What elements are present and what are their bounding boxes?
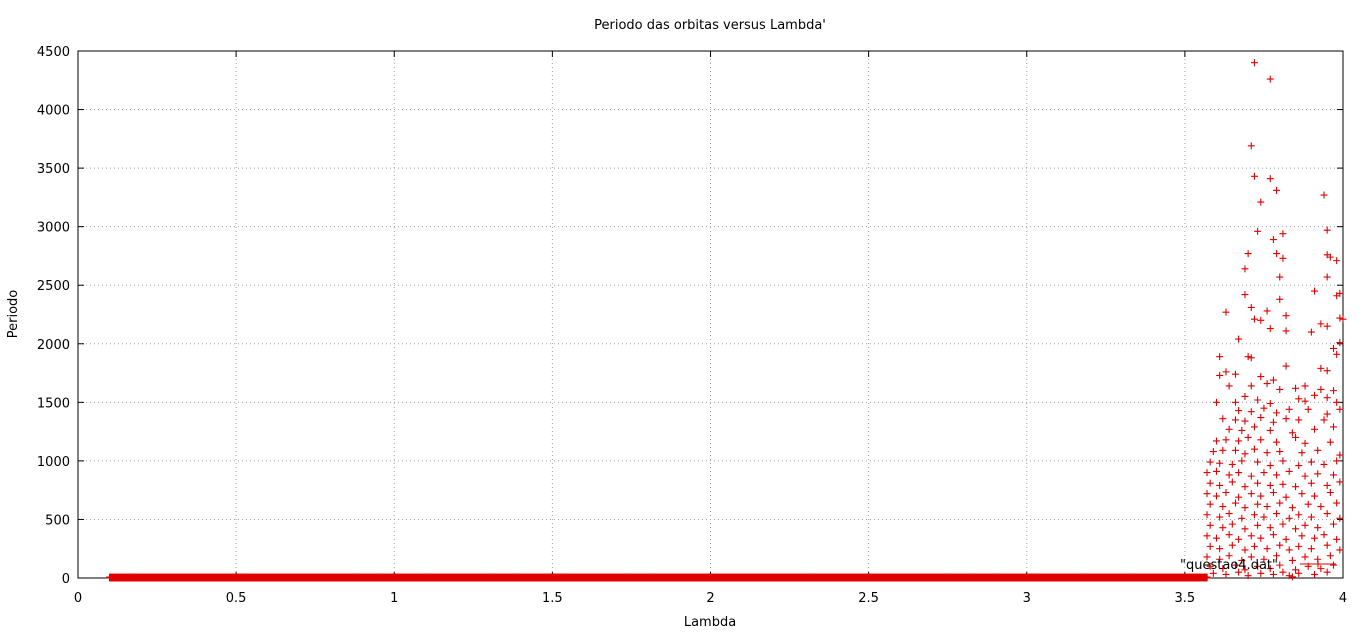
x-tick-label: 3.5	[1175, 591, 1196, 606]
x-tick-label: 4	[1339, 591, 1347, 606]
x-tick-label: 2	[706, 591, 714, 606]
y-tick-label: 2500	[37, 279, 70, 294]
y-tick-label: 1000	[37, 455, 70, 470]
x-tick-label: 2.5	[858, 591, 879, 606]
plot-area-frame	[77, 50, 1344, 579]
x-tick-label: 1.5	[542, 591, 563, 606]
axis-ticks: 0 0.5 1 1.5 2 2.5 3 3.5 4 0 500 1000 1500 2000 2500 300…	[37, 45, 1347, 606]
y-tick-label: 3500	[37, 162, 70, 177]
y-tick-label: 4000	[37, 104, 70, 119]
x-tick-label: 3	[1023, 591, 1031, 606]
y-tick-label: 3000	[37, 221, 70, 236]
data-points	[106, 59, 1347, 582]
y-tick-label: 2000	[37, 338, 70, 353]
y-tick-label: 1500	[37, 396, 70, 411]
y-tick-label: 4500	[37, 45, 70, 60]
y-tick-label: 500	[45, 513, 70, 528]
grid	[78, 51, 1343, 578]
x-tick-label: 0	[74, 591, 82, 606]
x-tick-label: 1	[390, 591, 398, 606]
y-tick-label: 0	[62, 572, 70, 587]
x-tick-label: 0.5	[226, 591, 247, 606]
